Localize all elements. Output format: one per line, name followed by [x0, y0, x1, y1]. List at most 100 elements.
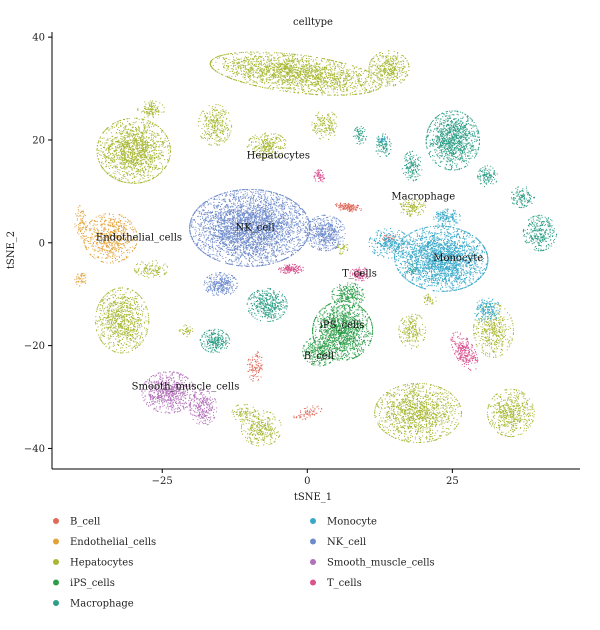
point: [277, 75, 279, 76]
point: [283, 66, 285, 68]
point: [316, 84, 318, 86]
point: [143, 149, 144, 150]
point: [138, 142, 139, 144]
point: [121, 237, 123, 239]
point: [113, 154, 115, 156]
point: [344, 208, 346, 210]
point: [132, 133, 134, 134]
point: [78, 277, 80, 279]
point: [253, 58, 255, 60]
point: [107, 241, 109, 243]
point: [163, 107, 165, 109]
point: [307, 84, 309, 86]
point: [301, 74, 303, 75]
point: [111, 244, 113, 246]
point: [158, 140, 160, 142]
point: [143, 136, 145, 138]
point: [213, 69, 215, 71]
point: [217, 71, 219, 73]
point: [263, 75, 265, 77]
point: [132, 226, 134, 228]
point: [315, 76, 317, 78]
point: [329, 74, 331, 76]
point: [269, 62, 271, 64]
point: [250, 369, 252, 371]
point: [237, 62, 239, 64]
point: [273, 72, 275, 74]
point: [359, 93, 361, 95]
point: [320, 86, 322, 88]
point: [116, 149, 118, 151]
point: [324, 92, 326, 94]
point: [152, 134, 154, 136]
point: [151, 139, 152, 141]
point: [251, 66, 253, 68]
point: [251, 54, 253, 55]
point: [290, 75, 291, 77]
point: [280, 73, 282, 75]
point: [138, 152, 139, 154]
point: [326, 76, 327, 78]
point: [142, 150, 144, 152]
point: [143, 170, 145, 172]
point: [144, 108, 146, 109]
point: [243, 60, 244, 62]
point: [261, 79, 263, 81]
point: [301, 65, 303, 67]
point: [121, 233, 123, 235]
point: [305, 412, 306, 414]
point: [93, 227, 95, 229]
point: [117, 242, 119, 244]
point: [341, 94, 343, 96]
point: [316, 57, 318, 59]
point: [315, 78, 317, 80]
point: [269, 54, 271, 56]
point: [121, 158, 123, 160]
point: [114, 245, 116, 247]
point: [297, 83, 299, 85]
point: [273, 70, 275, 72]
point: [134, 229, 136, 231]
point: [140, 171, 141, 173]
point: [133, 152, 135, 153]
point: [232, 73, 234, 74]
point: [331, 74, 333, 76]
point: [268, 87, 270, 89]
point: [227, 68, 229, 70]
point: [327, 86, 329, 88]
point: [143, 178, 145, 180]
point: [239, 80, 241, 82]
point: [245, 60, 247, 62]
point: [114, 150, 116, 152]
point: [379, 87, 381, 89]
point: [378, 76, 380, 78]
point: [112, 224, 113, 225]
point: [115, 235, 117, 237]
point: [149, 109, 151, 110]
point: [317, 65, 319, 67]
point: [298, 60, 300, 62]
point: [262, 79, 264, 81]
point: [277, 76, 279, 78]
point: [294, 68, 296, 70]
point: [95, 224, 97, 226]
point: [310, 89, 312, 91]
point: [293, 53, 295, 55]
point: [270, 58, 272, 60]
point: [315, 81, 317, 83]
point: [125, 178, 127, 179]
point: [162, 165, 163, 167]
point: [121, 227, 123, 229]
point: [241, 64, 243, 66]
point: [143, 154, 145, 156]
point: [246, 71, 248, 73]
point: [128, 118, 130, 119]
point: [212, 65, 214, 67]
point: [247, 64, 249, 66]
point: [142, 169, 144, 171]
point: [118, 178, 120, 179]
point: [262, 81, 263, 83]
point: [296, 75, 298, 77]
point: [350, 77, 352, 79]
point: [153, 125, 155, 127]
